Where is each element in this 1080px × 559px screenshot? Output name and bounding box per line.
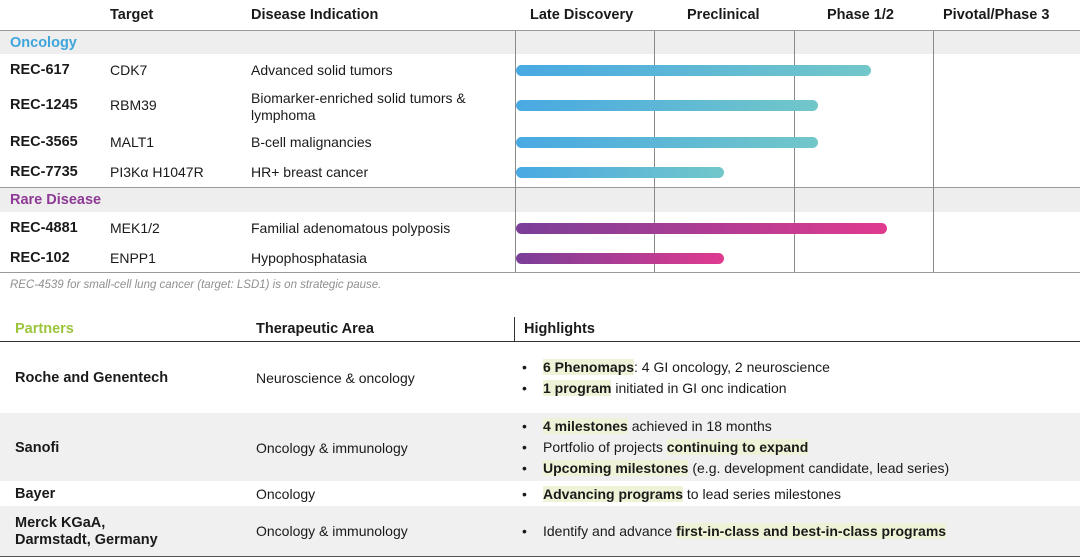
- header-column-divider: [514, 317, 515, 341]
- header-stage-phase-1-2: Phase 1/2: [827, 7, 894, 23]
- partner-name-line: Darmstadt, Germany: [15, 532, 158, 548]
- program-code: REC-4881: [10, 220, 78, 236]
- stage-gridline: [515, 31, 516, 272]
- partner-area: Neuroscience & oncology: [256, 370, 415, 386]
- highlight-emphasis: continuing to expand: [666, 439, 809, 455]
- partner-name: Roche and Genentech: [15, 370, 169, 386]
- highlight-item: • Portfolio of projects continuing to exp…: [522, 439, 809, 455]
- partner-name: Sanofi: [15, 440, 60, 456]
- program-code: REC-617: [10, 62, 70, 78]
- highlight-text: Portfolio of projects: [543, 439, 667, 455]
- stage-gridline: [933, 31, 934, 272]
- program-indication: Familial adenomatous polyposis: [251, 220, 451, 236]
- header-therapeutic-area: Therapeutic Area: [256, 321, 374, 337]
- header-indication: Disease Indication: [251, 7, 379, 23]
- highlight-emphasis: Advancing programs: [543, 486, 684, 502]
- progress-bar: [516, 253, 725, 264]
- header-stage-pivotal: Pivotal/Phase 3: [943, 7, 1050, 23]
- progress-bar: [516, 137, 818, 148]
- highlight-emphasis: 6 Phenomaps: [543, 359, 635, 375]
- program-target: MALT1: [110, 134, 155, 150]
- program-code: REC-1245: [10, 97, 78, 113]
- bullet-icon: •: [522, 460, 527, 476]
- header-partners: Partners: [15, 321, 74, 337]
- program-code: REC-7735: [10, 164, 78, 180]
- stage-gridline: [654, 31, 655, 272]
- highlight-emphasis: 1 program: [543, 380, 612, 396]
- highlight-emphasis: 4 milestones: [543, 418, 628, 434]
- highlight-item: • 1 program initiated in GI onc indicatio…: [522, 380, 787, 396]
- divider: [0, 272, 1080, 273]
- header-highlights: Highlights: [524, 321, 595, 337]
- row-band-sanofi: [0, 413, 1080, 481]
- program-target: CDK7: [110, 62, 148, 78]
- highlight-text: : 4 GI oncology, 2 neuroscience: [634, 359, 830, 375]
- header-stage-preclinical: Preclinical: [687, 7, 760, 23]
- header-target: Target: [110, 7, 154, 23]
- program-target: PI3Kα H1047R: [110, 164, 204, 180]
- highlight-text: to lead series milestones: [683, 486, 841, 502]
- bullet-icon: •: [522, 418, 527, 434]
- highlight-item: • Upcoming milestones (e.g. development c…: [522, 460, 949, 476]
- rare-disease-band: [0, 188, 1080, 212]
- progress-bar: [516, 223, 888, 234]
- program-indication: Hypophosphatasia: [251, 250, 367, 266]
- strategic-pause-note: REC-4539 for small-cell lung cancer (tar…: [10, 279, 382, 291]
- program-target: MEK1/2: [110, 220, 160, 236]
- program-indication: Advanced solid tumors: [251, 62, 393, 78]
- program-indication: HR+ breast cancer: [251, 164, 369, 180]
- divider: [0, 341, 1080, 342]
- highlight-text: Identify and advance: [543, 523, 677, 539]
- partner-area: Oncology & immunology: [256, 523, 408, 539]
- oncology-band: [0, 31, 1080, 54]
- highlight-text: (e.g. development candidate, lead series…: [688, 460, 950, 476]
- progress-bar: [516, 65, 871, 76]
- section-label-oncology: Oncology: [10, 35, 77, 51]
- highlight-item: • Identify and advance first-in-class and…: [522, 523, 947, 539]
- highlight-text: achieved in 18 months: [627, 418, 772, 434]
- bullet-icon: •: [522, 523, 527, 539]
- progress-bar: [516, 100, 818, 111]
- section-label-rare-disease: Rare Disease: [10, 192, 102, 208]
- bullet-icon: •: [522, 486, 527, 502]
- program-target: ENPP1: [110, 250, 156, 266]
- program-target: RBM39: [110, 97, 157, 113]
- header-stage-late-discovery: Late Discovery: [530, 7, 634, 23]
- highlight-item: • 6 Phenomaps: 4 GI oncology, 2 neuroscie…: [522, 359, 830, 375]
- partner-name-line: Merck KGaA,: [15, 515, 106, 531]
- program-indication: Biomarker-enriched solid tumors & lympho…: [251, 90, 466, 123]
- partner-area: Oncology: [256, 486, 316, 502]
- progress-bar: [516, 167, 725, 178]
- highlight-item: • 4 milestones achieved in 18 months: [522, 418, 772, 434]
- highlight-emphasis: first-in-class and best-in-class program…: [676, 523, 947, 539]
- bullet-icon: •: [522, 359, 527, 375]
- program-indication: B-cell malignancies: [251, 134, 372, 150]
- bullet-icon: •: [522, 380, 527, 396]
- highlight-emphasis: Upcoming milestones: [543, 460, 689, 476]
- divider: [0, 556, 1080, 557]
- partner-area: Oncology & immunology: [256, 440, 408, 456]
- partner-name: Bayer: [15, 486, 56, 502]
- divider: [0, 187, 1080, 188]
- program-code: REC-3565: [10, 134, 78, 150]
- program-code: REC-102: [10, 250, 70, 266]
- highlight-text: initiated in GI onc indication: [611, 380, 787, 396]
- stage-gridline: [794, 31, 795, 272]
- bullet-icon: •: [522, 439, 527, 455]
- divider: [0, 30, 1080, 31]
- highlight-item: • Advancing programs to lead series miles…: [522, 486, 841, 502]
